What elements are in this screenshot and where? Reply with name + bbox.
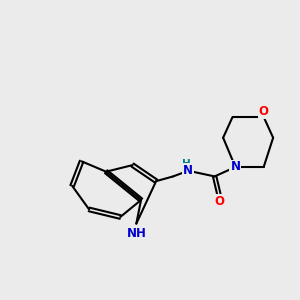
Text: O: O (259, 105, 269, 119)
Text: H: H (182, 159, 191, 169)
Text: NH: NH (126, 227, 146, 240)
Text: O: O (214, 195, 224, 208)
Text: N: N (183, 164, 193, 177)
Text: N: N (230, 160, 240, 173)
